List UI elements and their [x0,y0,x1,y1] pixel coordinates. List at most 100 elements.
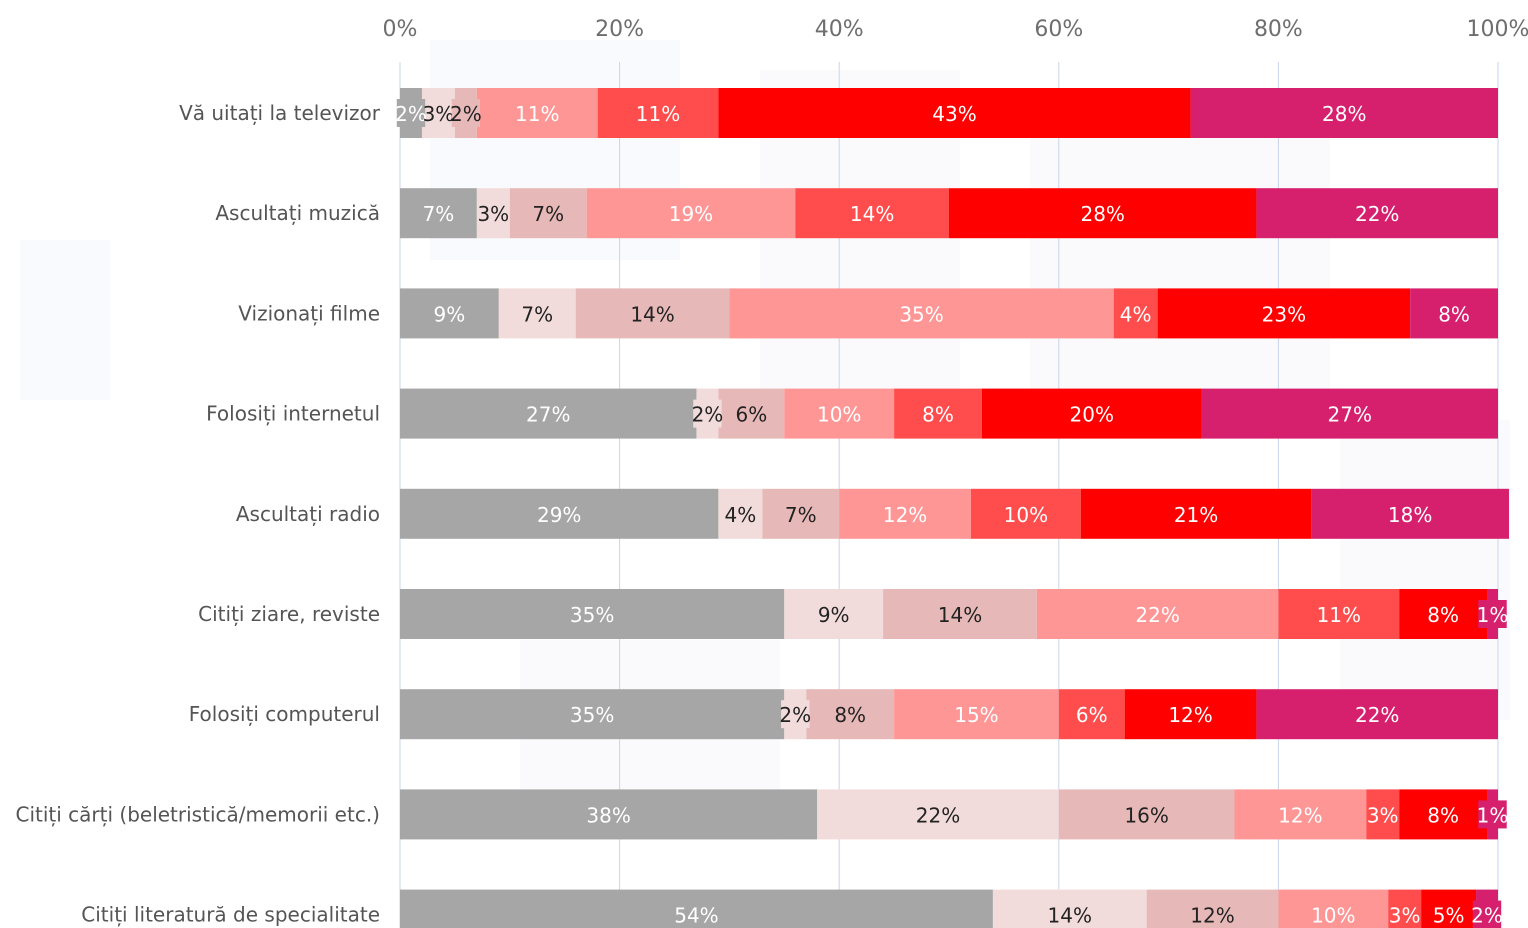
bar-segment [1410,288,1498,339]
bar-segment [894,689,1059,740]
bar-segment [400,188,477,239]
data-label: 2% [692,403,724,427]
data-label: 7% [785,503,817,527]
bar-segment [718,488,763,539]
data-label-box [1472,900,1502,928]
bar-segment [400,388,697,439]
data-label: 4% [725,503,757,527]
bar-segment [1388,889,1422,928]
bar-row: 54% 14% 12% 10% 3% 5% 2% [400,889,1503,928]
bar-segment [1278,589,1400,639]
data-label: 27% [526,403,570,427]
data-label: 3% [423,102,455,126]
x-tick-label: 40% [815,17,864,42]
bar-row: 38% 22% 16% 12% 3% 8% 1% [400,789,1509,840]
data-label: 35% [570,603,614,627]
bar-row: 29% 4% 7% 12% 10% 21% 18% [400,488,1509,539]
data-label: 2% [450,102,482,126]
data-label: 3% [477,202,509,226]
bar-segment [839,488,971,539]
bar-segment [1146,889,1279,928]
bar-segment [1190,88,1498,138]
bar-segment [729,288,1114,339]
data-label: 11% [636,102,680,126]
bar-segment [400,288,499,339]
bar-segment [784,388,895,439]
bar-row: 35% 9% 14% 22% 11% 8% 1% [400,589,1508,639]
bar-segment [1036,589,1279,639]
bar-segment [509,188,587,239]
data-label: 14% [1048,904,1092,928]
data-label-box [451,99,481,127]
data-label: 38% [586,803,630,827]
x-tick-label: 80% [1254,17,1303,42]
bar-segment [400,889,993,928]
data-label: 1% [1477,803,1509,827]
data-label: 9% [434,302,466,326]
x-tick-label: 0% [383,17,418,42]
category-labels: Vă uitați la televizor Ascultați muzică Vi… [15,101,380,927]
bar-segment [883,589,1037,639]
category-label: Vizionați filme [238,301,380,325]
data-label-box [693,399,722,428]
x-tick-label: 20% [595,17,644,42]
bar-row: 2%3%2% 11% 11% 43% 28% [395,88,1498,138]
bar-segment [476,88,598,138]
data-label: 2% [395,102,427,126]
data-label: 4% [1120,302,1152,326]
bar-segment [718,88,1191,138]
bar-row: 27% 2% 6% 10% 8% 20% 27% [400,388,1498,439]
bar-segment [1124,689,1257,740]
bar-segment [400,488,719,539]
data-label: 8% [1427,603,1459,627]
bar-segment [597,88,719,138]
data-label: 1% [1477,603,1509,627]
bar-segment [1058,789,1235,840]
data-label: 9% [818,603,850,627]
bar-segment [1113,288,1158,339]
bar-segment [400,789,818,840]
bar-segment [1080,488,1312,539]
data-label: 8% [834,703,866,727]
data-label: 14% [938,603,982,627]
bar-segment [400,689,785,740]
bar-segment [1256,188,1498,239]
data-label: 22% [1355,202,1399,226]
bar-row: 7% 3% 7% 19% 14% 28% 22% [400,188,1498,239]
data-label: 20% [1070,403,1114,427]
bar-segment [498,288,576,339]
bar-segment [981,388,1202,439]
data-label: 7% [521,302,553,326]
data-label: 10% [1311,904,1355,928]
bar-segment [1256,689,1498,740]
bar-segment [992,889,1147,928]
data-label: 22% [1355,703,1399,727]
data-label: 12% [883,503,927,527]
data-label: 18% [1388,503,1432,527]
data-label: 7% [532,202,564,226]
data-label: 35% [570,703,614,727]
category-label: Vă uitați la televizor [179,101,381,125]
bar-segment [718,388,785,439]
bar-segment [949,188,1257,239]
bar-segment [1421,889,1477,928]
category-label: Citiți cărți (beletristică/memorii etc.) [15,802,380,826]
category-label: Ascultați radio [236,502,380,526]
bar-segment [806,689,895,740]
data-label: 2% [779,703,811,727]
data-label: 10% [1004,503,1048,527]
data-label: 22% [916,803,960,827]
data-label: 3% [1389,904,1421,928]
data-label: 43% [932,102,976,126]
bar-segment [784,589,884,639]
x-tick-label: 100% [1467,17,1528,42]
bar-segment [1399,789,1488,840]
data-label: 10% [817,403,861,427]
bar-segment [1157,288,1411,339]
data-label: 28% [1080,202,1124,226]
data-label: 7% [423,202,455,226]
data-label: 27% [1328,403,1372,427]
bar-segment [1366,789,1400,840]
bar-segment [795,188,949,239]
